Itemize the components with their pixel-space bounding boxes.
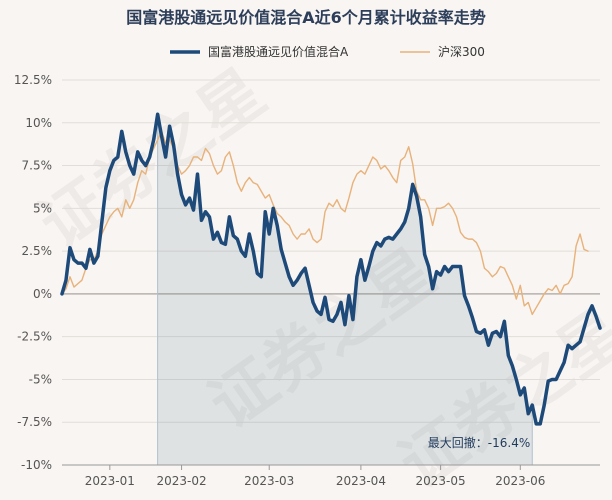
x-tick-label: 2023-06 bbox=[495, 474, 545, 488]
y-tick-label: 10% bbox=[25, 116, 52, 130]
y-tick-label: -2.5% bbox=[17, 330, 52, 344]
watermark-text: 证券之星 bbox=[27, 56, 279, 263]
series-line-fund bbox=[60, 112, 602, 426]
x-tick-label: 2023-02 bbox=[156, 474, 206, 488]
x-tick-label: 2023-03 bbox=[244, 474, 294, 488]
y-tick-label: -5% bbox=[29, 372, 52, 386]
x-tick-label: 2023-01 bbox=[85, 474, 135, 488]
x-tick-label: 2023-05 bbox=[416, 474, 466, 488]
y-tick-label: 0% bbox=[33, 287, 52, 301]
drawdown-area bbox=[157, 114, 533, 465]
legend-label-fund: 国富港股通远见价值混合A bbox=[208, 44, 349, 59]
y-tick-label: 2.5% bbox=[22, 244, 53, 258]
drawdown-shade-layer bbox=[157, 114, 533, 465]
y-tick-label: -10% bbox=[21, 458, 52, 472]
y-tick-label: 7.5% bbox=[22, 159, 53, 173]
legend-label-index: 沪深300 bbox=[438, 45, 485, 59]
y-tick-label: 5% bbox=[33, 201, 52, 215]
max-drawdown-annotation: 最大回撤：-16.4% bbox=[428, 435, 530, 450]
axis-layer: 12.5% 10% 7.5% 5% 2.5% 0% -2.5% -5% -7.5% -10% 202… bbox=[14, 73, 600, 488]
y-tick-label: 12.5% bbox=[14, 73, 52, 87]
x-tick-label: 2023-04 bbox=[336, 474, 386, 488]
chart-title: 国富港股通远见价值混合A近6个月累计收益率走势 bbox=[126, 8, 486, 27]
y-tick-label: -7.5% bbox=[17, 415, 52, 429]
series-layer bbox=[60, 112, 602, 426]
chart-legend: 国富港股通远见价值混合A 沪深300 bbox=[170, 44, 485, 59]
